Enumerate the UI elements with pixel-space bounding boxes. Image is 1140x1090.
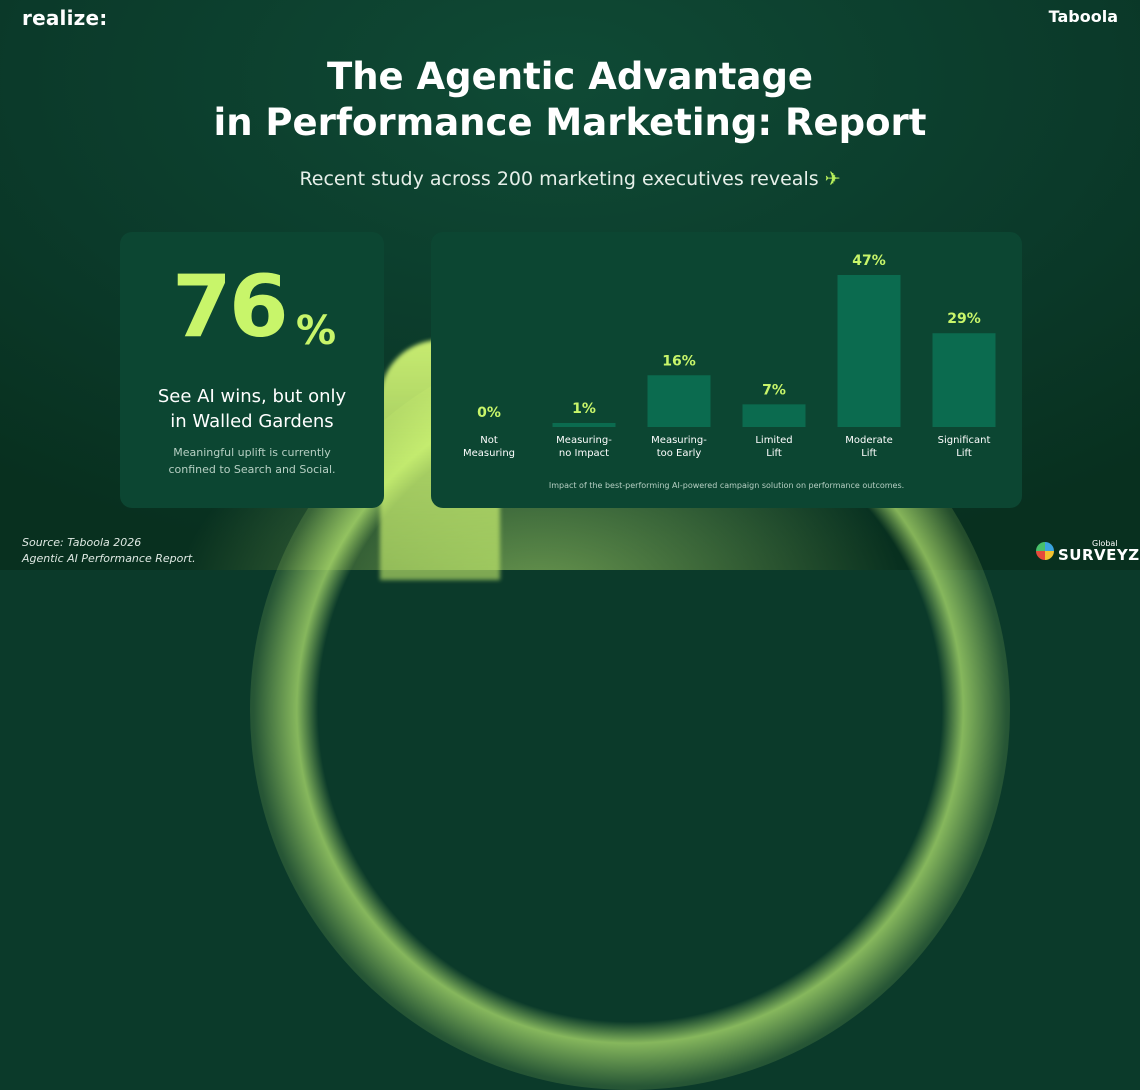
category-label-2-0: Measuring- [651, 435, 707, 446]
category-label-2-1: too Early [657, 448, 702, 459]
subtitle-text: Recent study across 200 marketing execut… [299, 168, 819, 190]
bar-5 [932, 333, 996, 427]
globe-icon [1036, 542, 1054, 560]
category-label-1-0: Measuring- [556, 435, 612, 446]
category-label-5-1: Lift [956, 448, 972, 459]
stat-value: 76 [172, 257, 289, 357]
logo-name: SURVEYZ [1058, 546, 1140, 564]
value-label-1: 1% [572, 401, 596, 417]
bar-1 [552, 423, 616, 427]
stat-note-line-1: Meaningful uplift is currently [173, 446, 331, 459]
category-label-4-1: Lift [861, 448, 877, 459]
source-note: Source: Taboola 2026 Agentic AI Performa… [22, 535, 196, 567]
source-line-2: Agentic AI Performance Report. [22, 552, 196, 565]
title-line-2: in Performance Marketing: Report [213, 101, 927, 144]
stat-unit: % [296, 308, 337, 354]
taboola-logo: Taboola [1048, 7, 1118, 26]
chart-card: 0% Not Measuring 1% Measuring-no Impact 16% Me… [431, 232, 1022, 508]
source-line-1: Source: Taboola 2026 [22, 536, 142, 549]
bar-4 [837, 275, 901, 427]
value-label-4: 47% [852, 253, 886, 269]
category-label-3-1: Lift [766, 448, 782, 459]
stat-headline-line-1: See AI wins, but only [157, 386, 347, 407]
category-label-1-1: no Impact [559, 448, 609, 459]
logo-small-text: Global [1092, 539, 1118, 548]
value-label-2: 16% [662, 353, 696, 369]
sparkle-icon: ✈ [824, 168, 841, 190]
bar-3 [742, 404, 806, 427]
realize-logo: realize: [22, 6, 108, 30]
bar-chart: 0% Not Measuring 1% Measuring-no Impact 16% Me… [463, 253, 996, 459]
category-label-0-1: Measuring [463, 448, 515, 459]
stat-note-line-2: confined to Search and Social. [168, 463, 336, 476]
category-label-4-0: Moderate [845, 435, 893, 446]
category-label-0-0: Not [480, 435, 498, 446]
page-subtitle: Recent study across 200 marketing execut… [0, 168, 1140, 190]
value-label-3: 7% [762, 382, 786, 398]
chart-caption: Impact of the best-performing AI-powered… [548, 481, 905, 490]
value-label-5: 29% [947, 311, 981, 327]
stat-note: Meaningful uplift is currently confined … [120, 444, 384, 478]
stat-headline: See AI wins, but only in Walled Gardens [120, 384, 384, 434]
bar-2 [647, 375, 711, 427]
category-label-5-0: Significant [938, 435, 991, 446]
stat-card: 76 % See AI wins, but only in Walled Gar… [120, 232, 384, 508]
category-label-3-0: Limited [755, 435, 792, 446]
page-title: The Agentic Advantage in Performance Mar… [0, 54, 1140, 146]
title-line-1: The Agentic Advantage [326, 55, 814, 98]
global-surveyz-logo: Global SURVEYZ [1036, 539, 1139, 566]
value-label-0: 0% [477, 405, 501, 421]
stat-headline-line-2: in Walled Gardens [170, 411, 334, 432]
